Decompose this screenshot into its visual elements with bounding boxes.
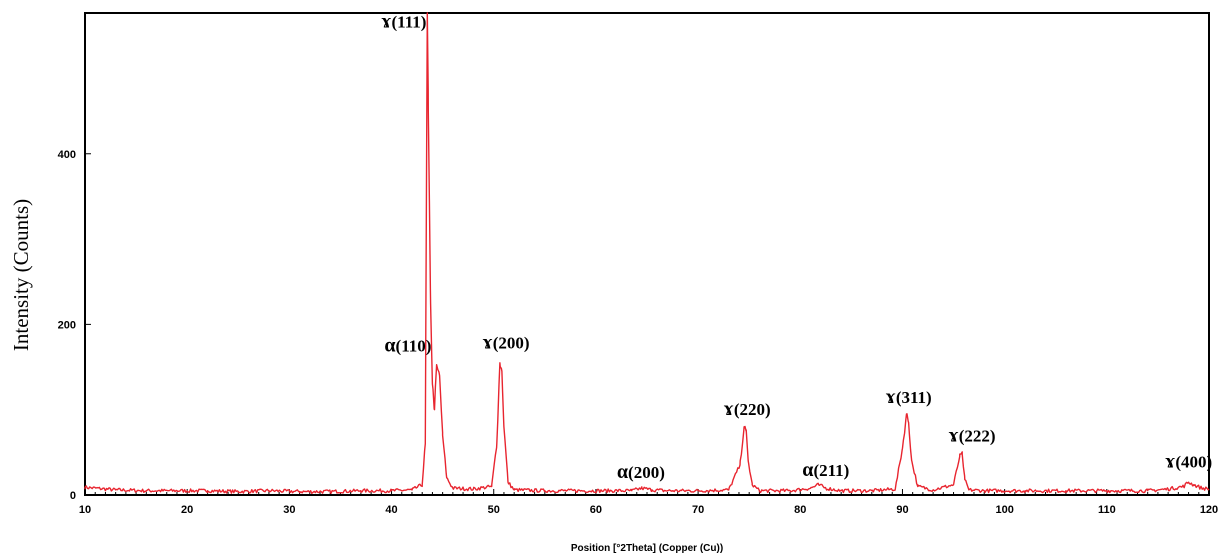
x-tick-label: 50 [488, 504, 500, 516]
peak-annotations: ɤ(111) α(110) ɤ(200) α(200) ɤ(220) α(211) ɤ(31… [381, 11, 1212, 483]
x-tick-label: 20 [181, 504, 193, 516]
x-tick-label: 70 [692, 504, 704, 516]
x-tick-label: 100 [995, 504, 1013, 516]
x-tick-label: 60 [590, 504, 602, 516]
x-tick-label: 80 [794, 504, 806, 516]
peak-label: α(200) [617, 461, 665, 483]
peak-label: ɤ(111) [381, 11, 426, 33]
y-tick-label: 200 [58, 319, 76, 331]
x-tick-label: 110 [1098, 504, 1116, 516]
peak-label: ɤ(220) [724, 398, 771, 420]
peak-label: α(110) [384, 335, 431, 357]
x-tick-label: 10 [79, 504, 91, 516]
plot-frame [84, 12, 1210, 496]
peak-label: ɤ(311) [885, 386, 931, 408]
x-tick-label: 120 [1200, 504, 1218, 516]
y-tick-label: 400 [58, 149, 76, 161]
series-line [84, 12, 1210, 494]
peak-label: ɤ(200) [482, 331, 529, 353]
x-tick-label: 40 [385, 504, 397, 516]
x-tick-label: 30 [283, 504, 295, 516]
x-axis-label: Position [°2Theta] (Copper (Cu)) [571, 543, 723, 554]
peak-label: ɤ(400) [1165, 451, 1212, 473]
y-axis-label: Intensity (Counts) [9, 199, 33, 351]
peak-label: ɤ(222) [948, 424, 995, 446]
peak-label: α(211) [802, 459, 849, 481]
y-tick-label: 0 [70, 490, 76, 502]
x-tick-label: 90 [896, 504, 908, 516]
y-axis-ticks: 0 200 400 [58, 149, 91, 502]
